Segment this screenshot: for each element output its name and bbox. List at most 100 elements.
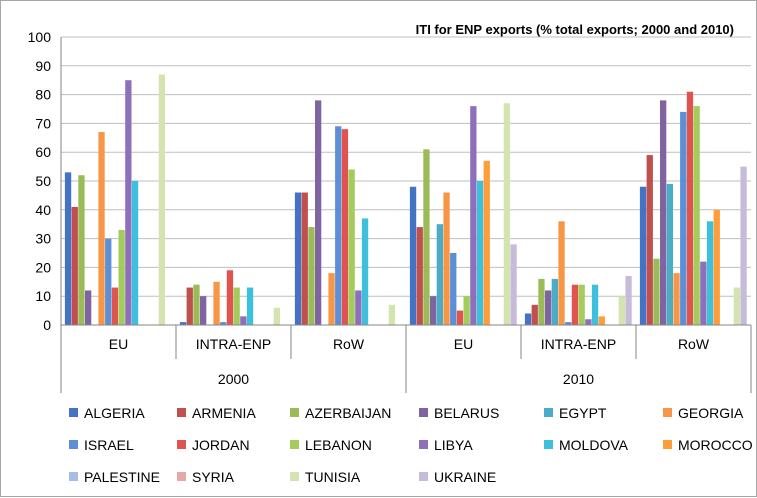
bar-jordan-eu-2010 (456, 310, 464, 325)
x-category-label: INTRA-ENP (541, 336, 616, 352)
legend-swatch-azerbaijan (290, 408, 299, 417)
bar-azerbaijan-eu-2000 (78, 175, 85, 325)
legend-label-belarus: BELARUS (434, 405, 499, 421)
bar-moldova-eu-2010 (476, 181, 484, 325)
bar-belarus-eu-2000 (85, 290, 92, 325)
legend-swatch-armenia (177, 408, 186, 417)
bar-jordan-eu-2000 (111, 287, 119, 325)
bar-israel-intra-enp-2000 (220, 322, 227, 325)
bar-morocco-eu-2010 (483, 160, 490, 325)
y-tick-label: 70 (35, 115, 51, 131)
legend-swatch-libya (419, 440, 428, 449)
legend-swatch-lebanon (290, 440, 299, 449)
bar-algeria-row-2000 (294, 192, 302, 325)
x-category-label: EU (454, 336, 473, 352)
bar-libya-row-2000 (355, 290, 362, 325)
x-year-label: 2010 (563, 371, 594, 387)
legend-swatch-georgia (663, 408, 672, 417)
bar-azerbaijan-row-2000 (308, 227, 315, 325)
bar-belarus-intra-enp-2010 (545, 290, 552, 325)
legend-label-morocco: MOROCCO (678, 437, 753, 453)
bar-georgia-intra-enp-2010 (558, 221, 565, 325)
bar-israel-row-2000 (335, 126, 342, 325)
legend-swatch-ukraine (419, 472, 428, 481)
legend-label-syria: SYRIA (192, 469, 235, 485)
x-year-label: 2000 (218, 371, 249, 387)
y-tick-label: 100 (28, 29, 52, 45)
bar-tunisia-eu-2000 (158, 74, 165, 325)
y-tick-label: 40 (35, 202, 51, 218)
legend-swatch-tunisia (290, 472, 299, 481)
bar-jordan-row-2010 (686, 91, 694, 325)
bar-georgia-row-2000 (328, 273, 335, 325)
bar-libya-intra-enp-2010 (585, 319, 592, 325)
x-category-label: RoW (678, 336, 710, 352)
legend-label-lebanon: LEBANON (305, 437, 372, 453)
bar-israel-row-2010 (680, 111, 687, 325)
bar-libya-intra-enp-2000 (240, 316, 247, 325)
bar-azerbaijan-row-2010 (653, 258, 660, 325)
legend-swatch-algeria (69, 408, 78, 417)
bar-lebanon-intra-enp-2010 (578, 284, 585, 325)
bar-jordan-intra-enp-2000 (226, 270, 234, 325)
bar-libya-eu-2000 (125, 80, 132, 325)
chart-title: ITI for ENP exports (% total exports; 20… (416, 22, 734, 37)
legend-label-palestine: PALESTINE (84, 469, 160, 485)
bar-belarus-eu-2010 (430, 296, 437, 325)
y-tick-label: 90 (35, 58, 51, 74)
y-tick-label: 50 (35, 173, 51, 189)
bar-lebanon-eu-2010 (463, 296, 470, 325)
bar-lebanon-intra-enp-2000 (233, 287, 240, 325)
bar-libya-eu-2010 (470, 106, 477, 326)
bar-morocco-intra-enp-2010 (598, 316, 605, 325)
bar-ukraine-eu-2010 (510, 244, 517, 325)
bar-armenia-eu-2010 (416, 227, 423, 325)
bar-egypt-intra-enp-2010 (551, 278, 558, 325)
legend-swatch-belarus (419, 408, 428, 417)
x-axis-category-labels: EU INTRA-ENP RoW EU INTRA-ENP RoW 2000 2010 (109, 336, 710, 387)
bar-armenia-intra-enp-2010 (531, 304, 538, 325)
bar-morocco-row-2010 (713, 209, 720, 325)
legend-label-tunisia: TUNISIA (305, 469, 361, 485)
bar-belarus-intra-enp-2000 (200, 296, 207, 325)
x-category-label: INTRA-ENP (196, 336, 271, 352)
gridlines (61, 36, 751, 326)
legend-swatch-jordan (177, 440, 186, 449)
y-tick-label: 80 (35, 87, 51, 103)
legend-swatch-israel (69, 440, 78, 449)
bar-georgia-intra-enp-2000 (213, 281, 220, 325)
bar-tunisia-eu-2010 (503, 103, 510, 326)
bar-georgia-eu-2010 (443, 192, 450, 325)
bar-belarus-row-2000 (315, 100, 322, 325)
bar-moldova-eu-2000 (131, 181, 139, 325)
legend-swatch-moldova (544, 440, 553, 449)
bar-lebanon-row-2000 (348, 169, 355, 325)
bar-georgia-eu-2000 (98, 132, 105, 325)
y-tick-label: 0 (43, 317, 51, 333)
bar-moldova-intra-enp-2010 (591, 284, 599, 325)
bar-moldova-row-2000 (361, 218, 369, 325)
bar-algeria-row-2010 (639, 186, 647, 325)
bar-armenia-eu-2000 (71, 206, 78, 325)
legend-label-algeria: ALGERIA (84, 405, 145, 421)
legend-swatch-morocco (663, 440, 672, 449)
legend-label-israel: ISRAEL (84, 437, 134, 453)
bar-azerbaijan-eu-2010 (423, 149, 430, 325)
bar-ukraine-row-2010 (740, 166, 747, 325)
legend-label-jordan: JORDAN (192, 437, 250, 453)
bar-jordan-row-2000 (341, 129, 349, 325)
bar-armenia-intra-enp-2000 (186, 287, 193, 325)
bar-tunisia-intra-enp-2010 (618, 296, 625, 325)
bar-libya-row-2010 (700, 261, 707, 325)
bar-israel-eu-2000 (105, 238, 112, 325)
bars (64, 74, 747, 326)
y-tick-label: 30 (35, 231, 51, 247)
bar-algeria-intra-enp-2000 (179, 322, 187, 325)
bar-ukraine-intra-enp-2010 (625, 276, 632, 325)
bar-armenia-row-2000 (301, 192, 308, 325)
bar-armenia-row-2010 (646, 155, 653, 325)
y-tick-label: 10 (35, 288, 51, 304)
bar-georgia-row-2010 (673, 273, 680, 325)
